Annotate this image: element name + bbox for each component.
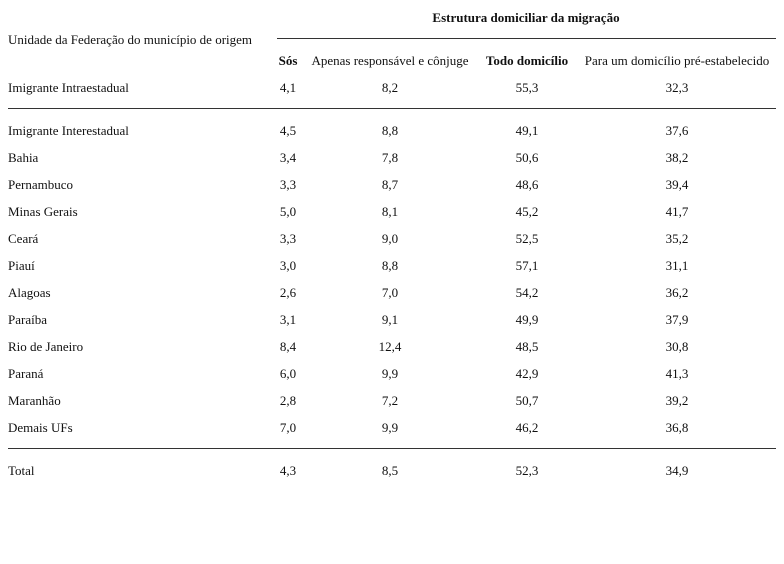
cell-value: 7,0 — [381, 285, 399, 300]
cell-value: 4,5 — [279, 123, 297, 138]
cell-value: 41,3 — [665, 366, 689, 381]
row-label: Ceará — [8, 231, 39, 246]
cell-value: 42,9 — [515, 366, 539, 381]
row-label: Piauí — [8, 258, 35, 273]
cell-value: 3,3 — [279, 177, 297, 192]
cell-value: 37,6 — [665, 123, 689, 138]
cell-value: 6,0 — [279, 366, 297, 381]
row-label: Alagoas — [8, 285, 51, 300]
group-title: Estrutura domiciliar da migração — [432, 10, 620, 25]
cell-value: 30,8 — [665, 339, 689, 354]
cell-value: 2,8 — [279, 393, 297, 408]
cell-value: 37,9 — [665, 312, 689, 327]
cell-value: 46,2 — [515, 420, 539, 435]
row-label: Imigrante Interestadual — [8, 123, 129, 138]
cell-value: 50,7 — [515, 393, 539, 408]
row-label: Paraná — [8, 366, 44, 381]
row-label: Total — [8, 463, 35, 478]
cell-value: 34,9 — [665, 463, 689, 478]
row-label: Pernambuco — [8, 177, 73, 192]
row-label: Demais UFs — [8, 420, 73, 435]
row-label: Bahia — [8, 150, 39, 165]
cell-value: 3,0 — [279, 258, 297, 273]
cell-value: 9,9 — [381, 420, 399, 435]
cell-value: 2,6 — [279, 285, 297, 300]
cell-value: 8,2 — [381, 80, 399, 95]
row-label: Rio de Janeiro — [8, 339, 84, 354]
cell-value: 3,4 — [279, 150, 297, 165]
cell-value: 7,0 — [279, 420, 297, 435]
cell-value: 5,0 — [279, 204, 297, 219]
cell-value: 8,8 — [381, 258, 399, 273]
cell-value: 52,3 — [515, 463, 539, 478]
cell-value: 45,2 — [515, 204, 539, 219]
cell-value: 49,9 — [515, 312, 539, 327]
cell-value: 4,3 — [279, 463, 297, 478]
cell-value: 49,1 — [515, 123, 539, 138]
column-header: Apenas responsável e cônjuge — [311, 53, 469, 68]
cell-value: 50,6 — [515, 150, 539, 165]
cell-value: 35,2 — [665, 231, 689, 246]
row-label: Paraíba — [8, 312, 47, 327]
section-rule — [8, 448, 776, 449]
row-label: Imigrante Intraestadual — [8, 80, 129, 95]
cell-value: 31,1 — [665, 258, 689, 273]
cell-value: 54,2 — [515, 285, 539, 300]
cell-value: 9,9 — [381, 366, 399, 381]
cell-value: 39,2 — [665, 393, 689, 408]
section-rule — [8, 108, 776, 109]
column-header: Sós — [278, 53, 298, 68]
cell-value: 36,2 — [665, 285, 689, 300]
cell-value: 7,2 — [381, 393, 399, 408]
cell-value: 9,0 — [381, 231, 399, 246]
row-header: Unidade da Federação do município de ori… — [8, 32, 253, 47]
cell-value: 9,1 — [381, 312, 399, 327]
cell-value: 3,3 — [279, 231, 297, 246]
cell-value: 7,8 — [381, 150, 399, 165]
cell-value: 48,5 — [515, 339, 539, 354]
cell-value: 32,3 — [665, 80, 689, 95]
cell-value: 8,7 — [381, 177, 399, 192]
cell-value: 38,2 — [665, 150, 689, 165]
cell-value: 12,4 — [378, 339, 402, 354]
cell-value: 55,3 — [515, 80, 539, 95]
cell-value: 8,1 — [381, 204, 399, 219]
cell-value: 48,6 — [515, 177, 539, 192]
cell-value: 52,5 — [515, 231, 539, 246]
cell-value: 8,5 — [381, 463, 399, 478]
row-label: Maranhão — [8, 393, 61, 408]
cell-value: 41,7 — [665, 204, 689, 219]
cell-value: 57,1 — [515, 258, 539, 273]
cell-value: 36,8 — [665, 420, 689, 435]
cell-value: 39,4 — [665, 177, 689, 192]
column-header: Para um domicílio pré-estabelecido — [584, 53, 770, 68]
cell-value: 3,1 — [279, 312, 297, 327]
cell-value: 4,1 — [279, 80, 297, 95]
cell-value: 8,4 — [279, 339, 297, 354]
cell-value: 8,8 — [381, 123, 399, 138]
column-header: Todo domicílio — [485, 53, 569, 68]
group-rule — [277, 38, 776, 39]
row-label: Minas Gerais — [8, 204, 78, 219]
